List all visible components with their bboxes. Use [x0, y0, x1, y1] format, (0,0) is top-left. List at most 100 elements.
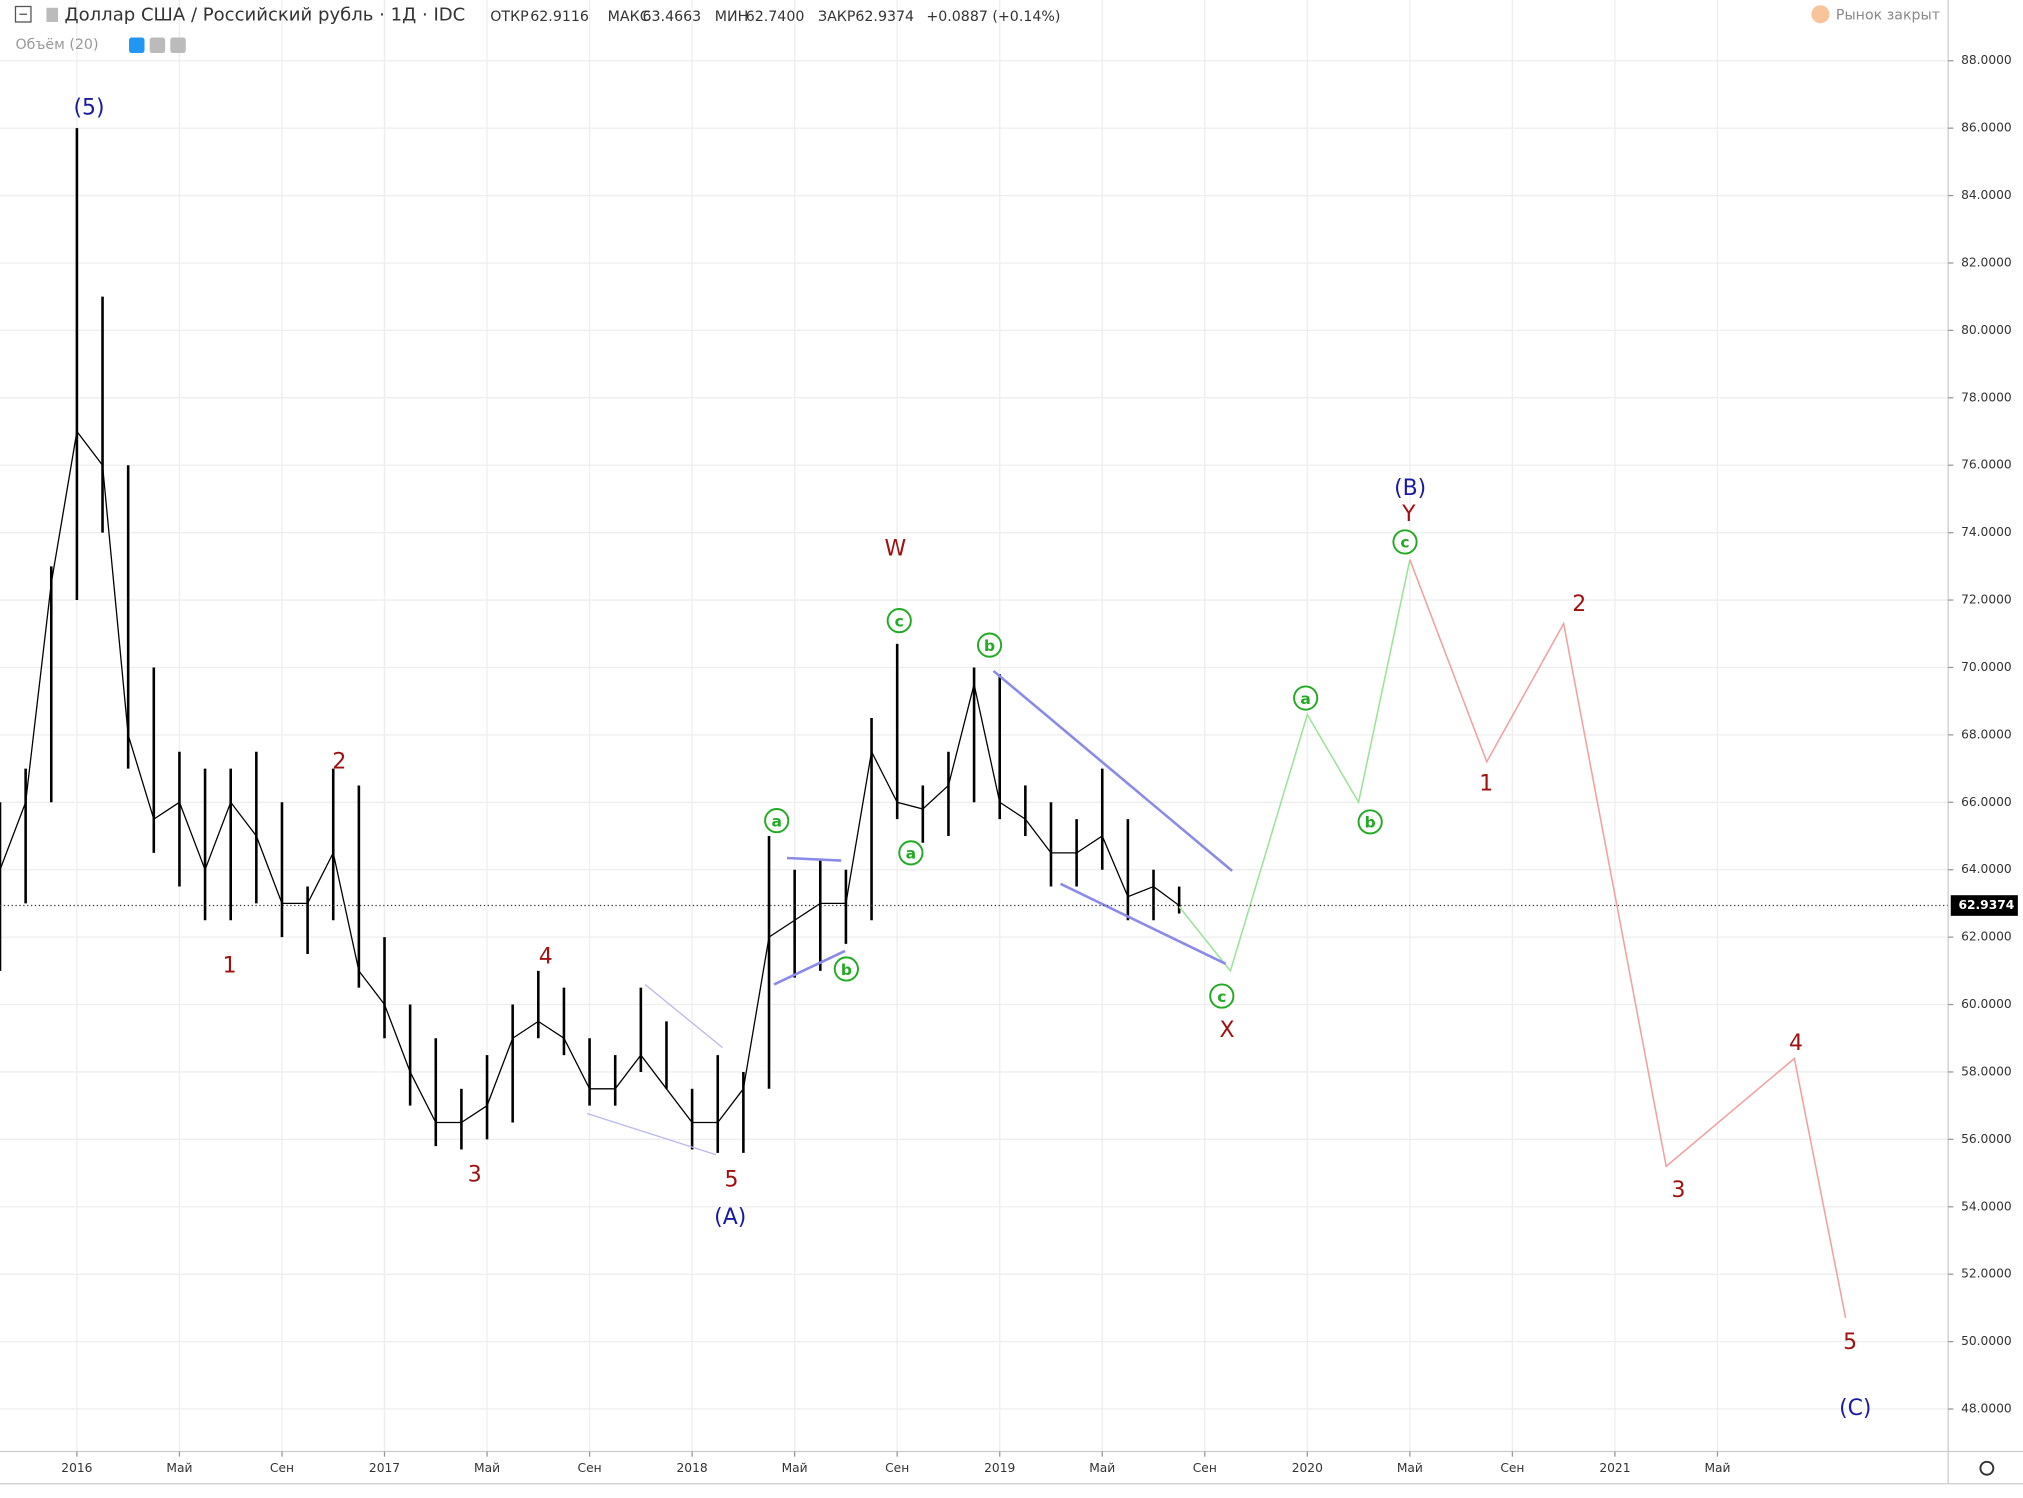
y-tick-label: 76.0000: [1961, 458, 2012, 472]
wave-circle: [1209, 983, 1235, 1009]
x-tick-label: 2021: [1599, 1461, 1630, 1475]
wave-circle: [833, 956, 859, 982]
y-tick-label: 54.0000: [1961, 1199, 2012, 1213]
change: +0.0887 (+0.14%): [926, 9, 1060, 25]
wave-label: c: [895, 612, 904, 630]
y-tick-label: 84.0000: [1961, 188, 2012, 202]
wave-label: b: [984, 637, 995, 655]
y-tick-label: 58.0000: [1961, 1064, 2012, 1078]
x-tick-label: Май: [782, 1461, 808, 1475]
wave-circle: [764, 808, 790, 834]
x-tick-label: Сен: [1500, 1461, 1524, 1475]
y-tick-label: 66.0000: [1961, 795, 2012, 809]
wave-label: (B): [1394, 476, 1426, 501]
wave-label: 1: [1479, 771, 1493, 796]
high: 63.4663: [643, 9, 702, 25]
y-tick-label: 52.0000: [1961, 1267, 2012, 1281]
market-status-icon: [1811, 5, 1830, 24]
y-tick-label: 74.0000: [1961, 525, 2012, 539]
wave-label: b: [841, 961, 852, 979]
trend-line: [586, 1112, 717, 1156]
x-tick-label: 2017: [369, 1461, 400, 1475]
x-tick-label: Май: [474, 1461, 500, 1475]
wave-label: (5): [73, 95, 104, 120]
y-tick-label: 68.0000: [1961, 727, 2012, 741]
wave-circle: [976, 632, 1003, 658]
wave-label: 4: [1789, 1031, 1803, 1056]
y-tick-label: 72.0000: [1961, 593, 2012, 607]
high-label: МАКС: [608, 9, 650, 25]
wave-label: 5: [725, 1168, 739, 1193]
projection-line: [1409, 559, 1847, 1319]
open-label: ОТКР: [490, 9, 529, 25]
wave-label: 2: [1572, 592, 1586, 617]
y-tick-label: 56.0000: [1961, 1132, 2012, 1146]
wave-circle: [1357, 809, 1383, 835]
y-tick-label: 78.0000: [1961, 390, 2012, 404]
wave-label: 1: [223, 953, 237, 978]
y-tick-label: 86.0000: [1961, 121, 2012, 135]
x-tick-label: 2018: [677, 1461, 708, 1475]
remove-button[interactable]: [170, 37, 186, 53]
wave-circle: [898, 840, 924, 866]
wave-label: (A): [714, 1205, 746, 1230]
wave-label: 3: [1672, 1178, 1686, 1203]
y-tick-label: 60.0000: [1961, 997, 2012, 1011]
wave-label: 5: [1843, 1330, 1857, 1355]
low: 62.7400: [746, 9, 805, 25]
trend-line: [773, 949, 846, 986]
wave-label: 4: [539, 944, 553, 969]
trend-line: [992, 669, 1233, 872]
y-tick-label: 50.0000: [1961, 1334, 2012, 1348]
settings-button[interactable]: [149, 37, 166, 53]
close: 62.9374: [855, 9, 914, 25]
wave-label: a: [1300, 690, 1310, 708]
wave-label: a: [771, 812, 781, 830]
y-tick-label: 62.0000: [1961, 930, 2012, 944]
x-tick-label: Май: [166, 1461, 192, 1475]
wave-label: b: [1365, 814, 1376, 832]
y-tick-label: 80.0000: [1961, 323, 2012, 337]
wave-label: 2: [332, 750, 346, 775]
symbol-icon: [46, 7, 59, 22]
symbol[interactable]: Доллар США / Российский рубль · 1Д · IDC: [65, 5, 466, 26]
y-tick-label: 82.0000: [1961, 255, 2012, 269]
x-tick-label: Сен: [1193, 1461, 1217, 1475]
wave-label: W: [885, 537, 907, 562]
y-tick-label: 88.0000: [1961, 53, 2012, 67]
last-price-label: 62.9374: [1958, 898, 2014, 912]
trend-line: [644, 983, 723, 1049]
trend-line: [786, 856, 842, 862]
trend-line: [1059, 882, 1227, 965]
collapse-button[interactable]: [14, 5, 32, 23]
wave-circle: [1392, 529, 1418, 555]
x-tick-label: Сен: [270, 1461, 294, 1475]
visibility-button[interactable]: [129, 37, 145, 53]
low-label: МИН: [715, 9, 749, 25]
volume-indicator[interactable]: Объём (20): [15, 37, 98, 53]
last-price-box: [1950, 895, 2018, 916]
settings-gear[interactable]: [1979, 1460, 1995, 1476]
x-tick-label: Май: [1704, 1461, 1730, 1475]
axes: 48.0000 50.0000 52.0000 54.0000 56.0000 58.00…: [61, 53, 2018, 1475]
wave-label: 3: [468, 1162, 482, 1187]
x-tick-label: Сен: [885, 1461, 909, 1475]
wave-circle: [1293, 685, 1319, 711]
x-tick-label: Сен: [578, 1461, 602, 1475]
x-tick-label: Май: [1397, 1461, 1423, 1475]
x-tick-label: 2020: [1292, 1461, 1323, 1475]
y-tick-label: 64.0000: [1961, 862, 2012, 876]
wave-label: a: [906, 845, 916, 863]
price-line: [0, 429, 1180, 1124]
projection-line: [1178, 559, 1411, 973]
grid: [0, 0, 1949, 1452]
y-tick-label: 48.0000: [1961, 1402, 2012, 1416]
wave-circle: [886, 608, 912, 634]
wave-label: c: [1400, 534, 1409, 552]
open: 62.9116: [530, 9, 589, 25]
wave-label: Y: [1401, 502, 1416, 527]
